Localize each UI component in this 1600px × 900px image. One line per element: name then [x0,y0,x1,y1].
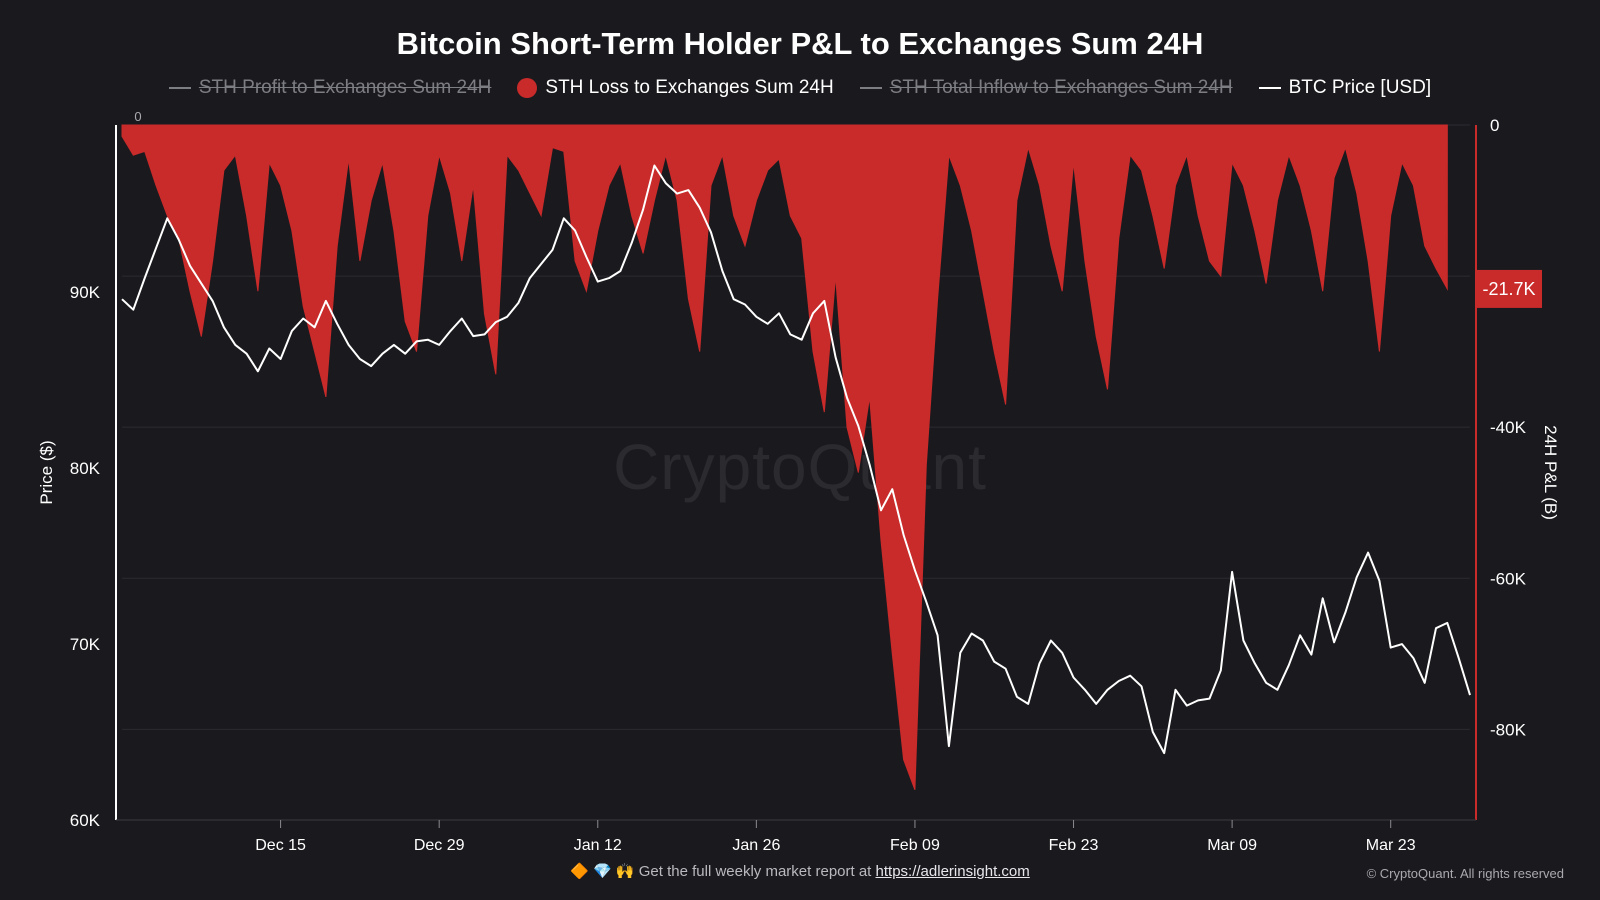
left-tick-label: 70K [70,635,101,654]
x-tick-label: Jan 12 [574,837,622,854]
right-tick-label: -60K [1490,569,1527,588]
x-tick-label: Dec 15 [255,837,306,854]
legend-item-sth-loss[interactable]: STH Loss to Exchanges Sum 24H [517,77,834,99]
x-tick-label: Mar 09 [1207,837,1257,854]
legend-item-btc-price[interactable]: BTC Price [USD] [1258,77,1432,99]
legend-line-icon [1258,87,1281,89]
right-tick-label: 0 [1490,116,1499,135]
legend-label: STH Loss to Exchanges Sum 24H [545,77,834,98]
legend-label: STH Profit to Exchanges Sum 24H [198,77,492,98]
loss-area [121,124,1448,790]
right-tick-label: -40K [1490,418,1527,437]
legend-item-sth-profit[interactable]: STH Profit to Exchanges Sum 24H [168,77,492,99]
left-tick-label: 90K [70,283,101,302]
report-link[interactable]: https://adlerinsight.com [875,863,1030,880]
last-value-badge [1476,269,1542,308]
legend: STH Profit to Exchanges Sum 24H STH Loss… [0,77,1600,99]
copyright: © CryptoQuant. All rights reserved [1366,866,1564,881]
footer-text: Get the full weekly market report at [638,863,872,880]
legend-label: BTC Price [USD] [1288,77,1432,98]
top-zero-label: 0 [134,109,141,124]
last-value-label: -21.7K [1482,279,1535,299]
x-tick-label: Feb 09 [890,837,940,854]
right-axis-label: 24H P&L (B) [1541,425,1560,520]
legend-item-sth-total-inflow[interactable]: STH Total Inflow to Exchanges Sum 24H [859,77,1233,99]
x-tick-label: Dec 29 [414,837,465,854]
legend-dot-icon [517,78,538,98]
price-line [121,164,1471,755]
x-tick-label: Mar 23 [1366,837,1416,854]
right-tick-label: -80K [1490,720,1527,739]
footer-icons: 🔶 💎 🙌 [570,863,635,880]
left-tick-label: 80K [70,459,101,478]
legend-label: STH Total Inflow to Exchanges Sum 24H [889,77,1233,98]
left-axis-label: Price ($) [37,440,56,504]
legend-line-icon [859,87,882,89]
x-tick-label: Feb 23 [1049,837,1099,854]
footer: 🔶 💎 🙌 Get the full weekly market report … [0,862,1600,880]
x-tick-label: Jan 26 [732,837,780,854]
left-tick-label: 60K [70,811,101,830]
legend-line-icon [168,87,191,89]
chart-title: Bitcoin Short-Term Holder P&L to Exchang… [396,26,1204,61]
